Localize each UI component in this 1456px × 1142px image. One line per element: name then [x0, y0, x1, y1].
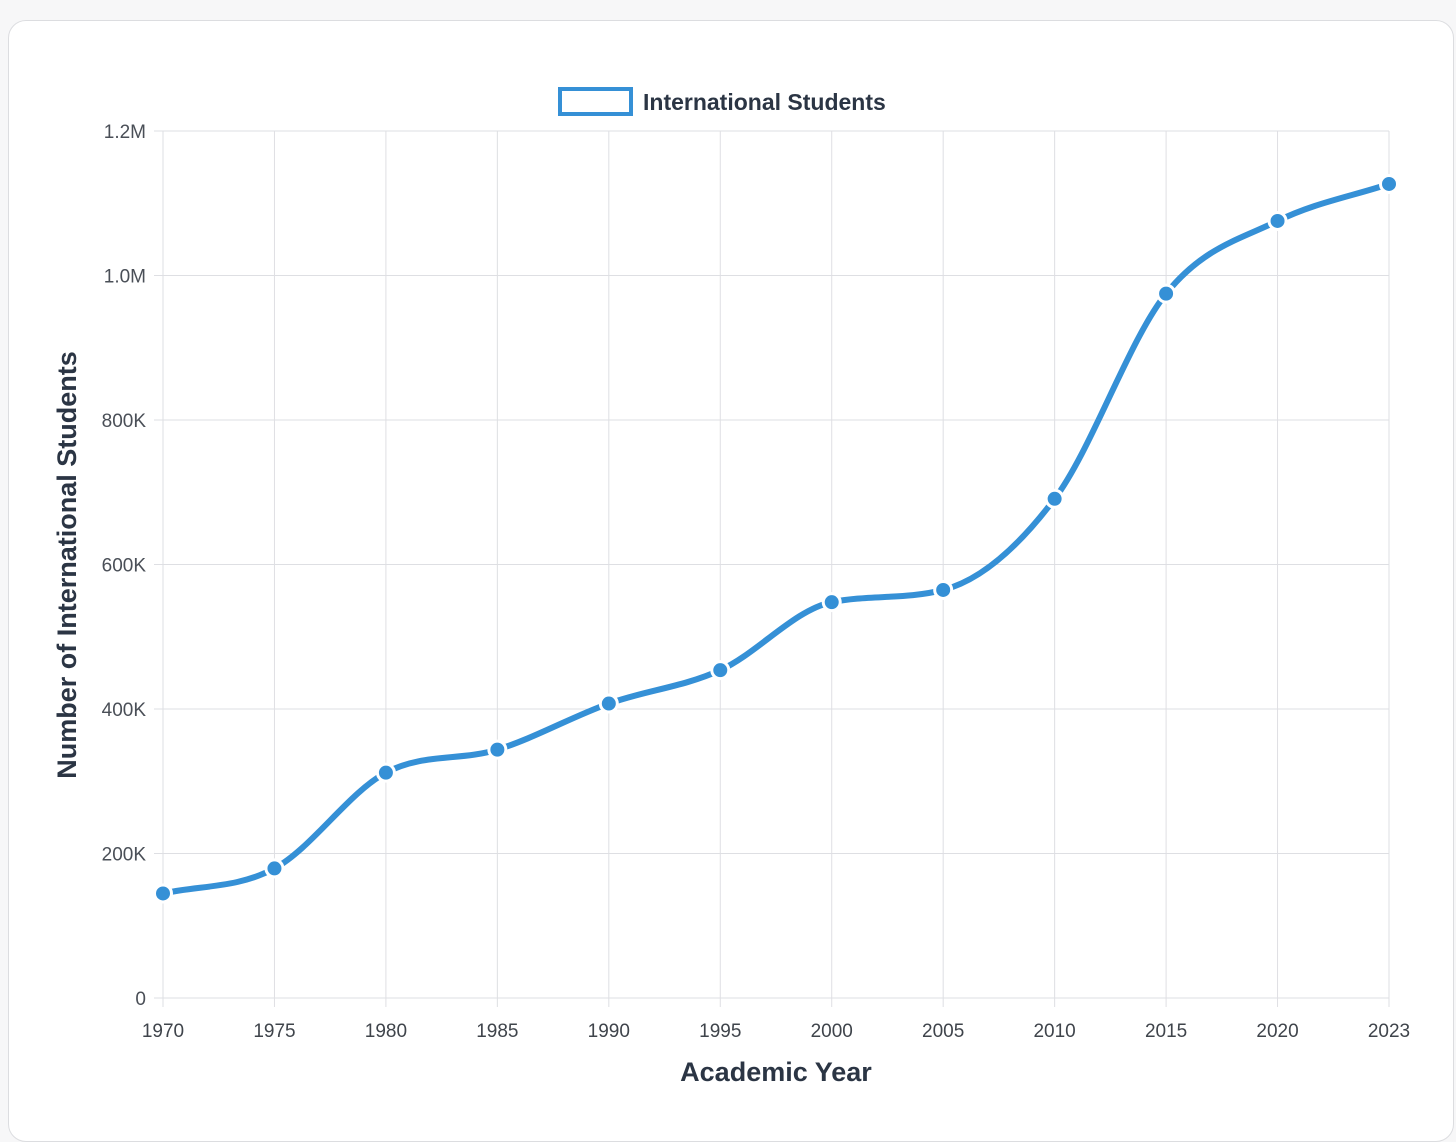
x-tick-label: 2023	[1368, 1021, 1410, 1042]
data-point[interactable]	[933, 579, 954, 600]
data-point[interactable]	[1156, 283, 1177, 304]
x-tick-label: 1970	[142, 1021, 184, 1042]
y-tick-label: 200K	[102, 845, 147, 866]
x-axis-title: Academic Year	[680, 1057, 872, 1087]
x-tick-label: 2010	[1033, 1021, 1075, 1042]
data-point[interactable]	[375, 762, 396, 783]
x-tick-label: 1990	[588, 1021, 630, 1042]
data-point[interactable]	[264, 858, 285, 879]
y-tick-label: 400K	[102, 700, 147, 721]
x-tick-label: 1975	[253, 1021, 295, 1042]
x-tick-label: 1980	[365, 1021, 407, 1042]
legend-label: International Students	[643, 89, 886, 115]
data-point[interactable]	[1267, 210, 1288, 231]
legend[interactable]: International Students	[558, 87, 886, 116]
x-tick-label: 2015	[1145, 1021, 1187, 1042]
y-tick-label: 0	[135, 989, 146, 1010]
series-line	[160, 180, 1392, 897]
y-tick-label: 800K	[102, 411, 147, 432]
x-tick-label: 1985	[476, 1021, 518, 1042]
chart-card	[8, 20, 1454, 1142]
y-axis-ticks: 0 200K 400K 600K 800K 1.0M 1.2M	[102, 122, 147, 1010]
y-tick-label: 1.2M	[104, 122, 146, 143]
data-point[interactable]	[1379, 173, 1399, 194]
data-point[interactable]	[153, 883, 173, 904]
y-axis-title: Number of International Students	[52, 351, 82, 779]
x-tick-label: 2000	[811, 1021, 853, 1042]
grid-lines	[154, 130, 1390, 1007]
legend-swatch	[558, 87, 633, 116]
data-point[interactable]	[710, 660, 731, 681]
x-tick-label: 2005	[922, 1021, 964, 1042]
y-tick-label: 600K	[102, 556, 147, 577]
x-axis-ticks: 1970 1975 1980 1985 1990 1995 2000 2005 2010 2015…	[142, 1021, 1410, 1042]
data-point[interactable]	[598, 693, 619, 714]
series-layer	[153, 173, 1399, 904]
y-tick-label: 1.0M	[104, 267, 146, 288]
data-point[interactable]	[1044, 488, 1065, 509]
data-point[interactable]	[487, 739, 508, 760]
x-tick-label: 2020	[1256, 1021, 1298, 1042]
data-point[interactable]	[821, 592, 842, 613]
x-tick-label: 1995	[699, 1021, 741, 1042]
